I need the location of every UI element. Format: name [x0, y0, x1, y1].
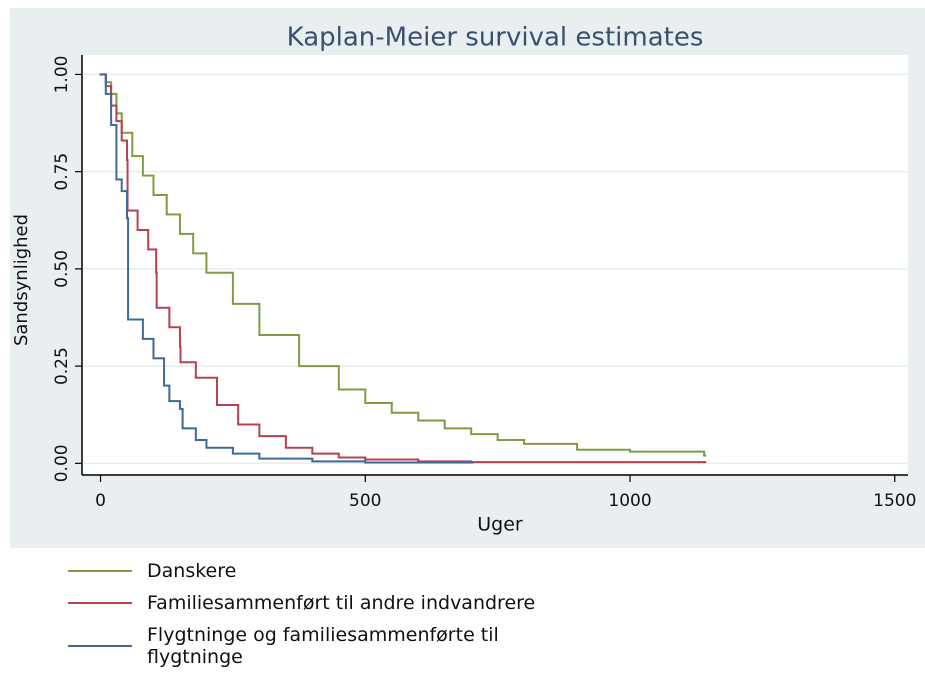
legend-swatch: [68, 645, 132, 647]
grid: [82, 73, 908, 465]
y-tick-label: 0.25: [52, 347, 72, 385]
x-tick-label: 1000: [608, 491, 651, 511]
y-tick-label: 1.00: [52, 56, 72, 94]
legend-label: Familiesammenført til andre indvandrere: [147, 592, 536, 614]
axes: 0.00 0.25 0.50 0.75 1.00 0 500 1000 1500: [52, 55, 916, 511]
legend-label: Flygtninge og familiesammenførte til fly…: [147, 624, 499, 668]
legend: Danskere Familiesammenført til andre indv…: [68, 560, 535, 678]
survival-curve: [99, 73, 707, 464]
x-tick-label: 0: [95, 491, 106, 511]
y-tick-label: 0.00: [52, 444, 72, 482]
survival-curve: [99, 73, 474, 464]
x-tick-label: 1500: [873, 491, 916, 511]
legend-item: Danskere: [68, 560, 535, 582]
legend-item: Flygtninge og familiesammenførte til fly…: [68, 624, 535, 668]
x-axis-label: Uger: [477, 514, 523, 536]
lines: [99, 73, 707, 464]
y-axis-label: Sandsynlighed: [11, 214, 32, 346]
legend-item: Familiesammenført til andre indvandrere: [68, 592, 535, 614]
legend-swatch: [68, 570, 132, 572]
chart: Kaplan-Meier survival estimates Uger San…: [10, 8, 925, 548]
y-tick-label: 0.75: [52, 153, 72, 191]
chart-title: Kaplan-Meier survival estimates: [287, 23, 704, 53]
legend-label: Danskere: [147, 560, 237, 582]
x-tick-label: 500: [349, 491, 381, 511]
y-tick-label: 0.50: [52, 250, 72, 288]
legend-swatch: [68, 602, 132, 604]
